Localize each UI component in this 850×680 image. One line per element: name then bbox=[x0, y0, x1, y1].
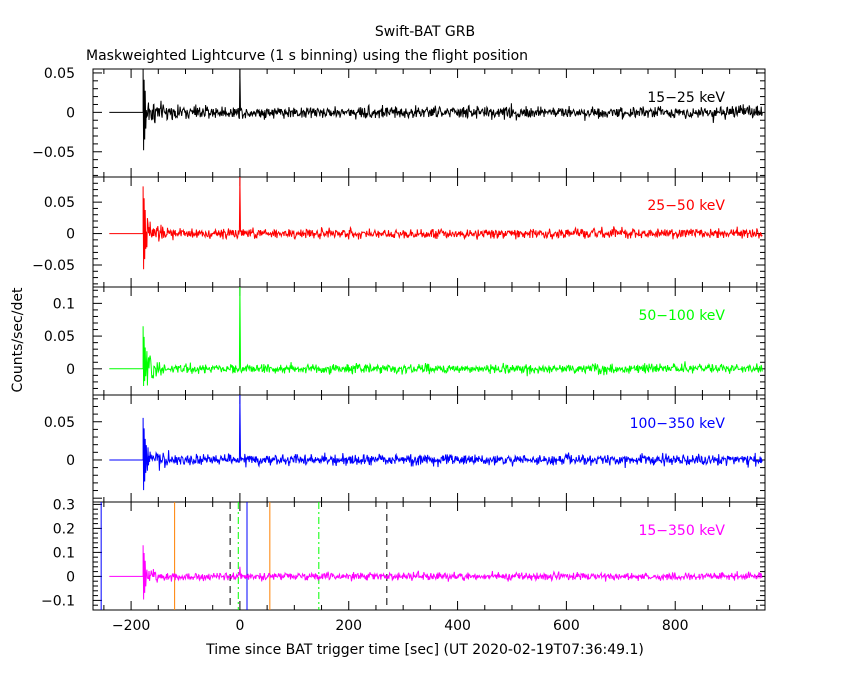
x-tick-label: 200 bbox=[335, 618, 362, 634]
x-tick-label: −200 bbox=[112, 618, 150, 634]
panel-15-25: 0.05 0 −0.05 15−25 keV bbox=[32, 66, 766, 178]
chart-subtitle: Maskweighted Lightcurve (1 s binning) us… bbox=[86, 48, 528, 64]
chart-title: Swift-BAT GRB bbox=[375, 24, 475, 40]
panel-frame bbox=[92, 286, 766, 396]
energy-band-label: 15−350 keV bbox=[638, 523, 725, 539]
y-tick-label: 0 bbox=[66, 105, 75, 121]
y-tick-label: −0.05 bbox=[32, 145, 75, 161]
y-tick-label: 0.05 bbox=[44, 195, 75, 211]
y-tick-label: 0.1 bbox=[53, 545, 75, 561]
y-tick-label: 0 bbox=[66, 227, 75, 243]
lightcurve-series bbox=[109, 286, 763, 387]
panel-frame bbox=[92, 394, 766, 503]
y-axis-label: Counts/sec/det bbox=[10, 287, 26, 392]
energy-band-label: 100−350 keV bbox=[630, 416, 726, 432]
panel-frame bbox=[92, 501, 766, 611]
lightcurve-series bbox=[109, 176, 763, 270]
x-tick-label: 800 bbox=[662, 618, 689, 634]
y-tick-label: 0 bbox=[66, 569, 75, 585]
y-tick-label: 0 bbox=[66, 362, 75, 378]
energy-band-label: 25−50 keV bbox=[647, 198, 725, 214]
lightcurve-series bbox=[109, 545, 763, 600]
energy-band-label: 50−100 keV bbox=[638, 308, 725, 324]
x-tick-label: 400 bbox=[444, 618, 471, 634]
y-tick-label: −0.05 bbox=[32, 258, 75, 274]
lightcurve-series bbox=[109, 394, 763, 491]
y-tick-label: −0.1 bbox=[41, 593, 75, 609]
y-tick-label: 0.05 bbox=[44, 66, 75, 82]
panel-25-50: 0.05 0 −0.05 25−50 keV bbox=[32, 176, 766, 288]
x-tick-label: 600 bbox=[553, 618, 580, 634]
y-tick-label: 0.05 bbox=[44, 329, 75, 345]
y-tick-label: 0 bbox=[66, 453, 75, 469]
x-axis-label: Time since BAT trigger time [sec] (UT 20… bbox=[205, 642, 644, 658]
energy-band-label: 15−25 keV bbox=[647, 90, 725, 106]
x-tick-label: 0 bbox=[235, 618, 244, 634]
y-tick-label: 0.05 bbox=[44, 415, 75, 431]
panel-50-100: 0.1 0.05 0 50−100 keV bbox=[44, 286, 766, 396]
y-tick-label: 0.1 bbox=[53, 296, 75, 312]
panel-15-350: 0.3 0.2 0.1 0 −0.1 −200 0 200 400 600 800 15−350 ke… bbox=[41, 497, 766, 634]
y-tick-label: 0.3 bbox=[53, 497, 75, 513]
panel-100-350: 0.05 0 100−350 keV bbox=[44, 394, 766, 503]
lightcurve-series bbox=[109, 68, 763, 151]
y-tick-label: 0.2 bbox=[53, 521, 75, 537]
panel-frame bbox=[92, 68, 766, 178]
